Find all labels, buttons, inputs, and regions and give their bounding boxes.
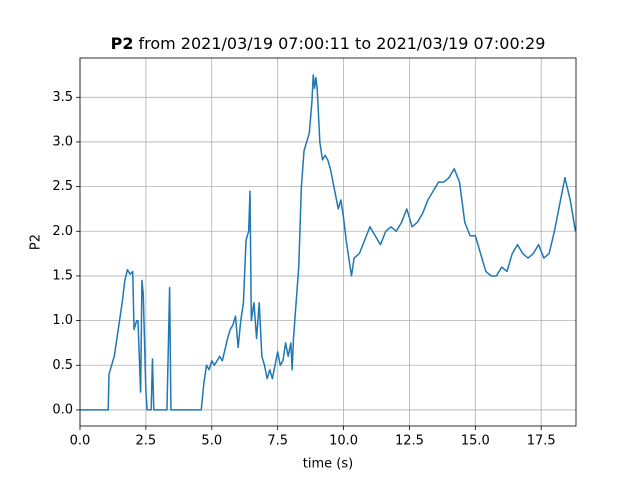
x-axis-label: time (s) [303,457,353,472]
data-line [80,74,576,411]
x-tick-label: 5.0 [201,434,222,449]
plot-frame [79,57,577,427]
x-tick-label: 2.5 [136,434,157,449]
x-tick-label: 12.5 [395,434,424,449]
title-bold: P2 [111,34,134,53]
y-tick-label: 3.5 [52,90,73,105]
x-tick-label: 17.5 [527,434,556,449]
y-tick-label: 1.0 [52,313,73,328]
x-tick-label: 10.0 [329,434,358,449]
y-axis-label: P2 [29,234,44,250]
y-tick-label: 3.0 [52,134,73,149]
y-tick-label: 0.5 [52,358,73,373]
chart-title: P2 from 2021/03/19 07:00:11 to 2021/03/19… [111,34,546,53]
y-tick-label: 1.5 [52,268,73,283]
x-tick-label: 0.0 [70,434,91,449]
title-rest: from 2021/03/19 07:00:11 to 2021/03/19 0… [138,34,545,53]
y-tick-label: 2.0 [52,224,73,239]
y-tick-label: 0.0 [52,402,73,417]
x-tick-label: 15.0 [461,434,490,449]
x-tick-label: 7.5 [267,434,288,449]
y-tick-label: 2.5 [52,179,73,194]
